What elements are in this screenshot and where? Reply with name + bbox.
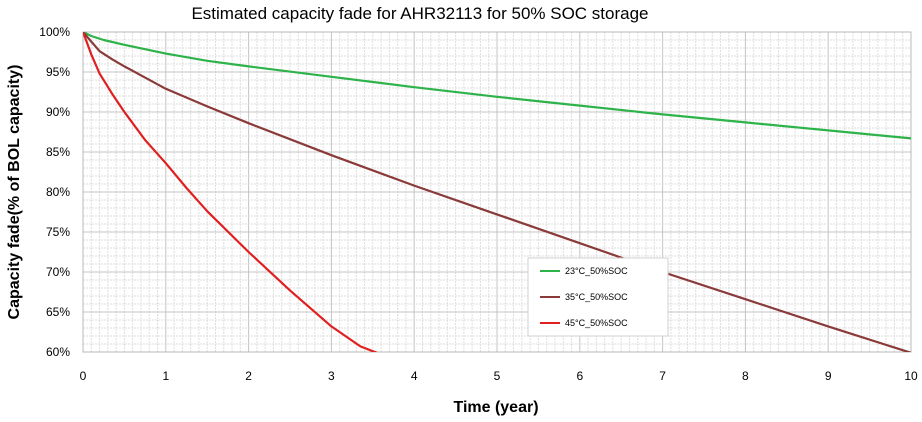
legend-label: 23°C_50%SOC [565,266,628,276]
y-tick-label: 85% [46,145,70,159]
plot-area-frame [82,31,912,353]
x-axis-label: Time (year) [453,399,538,416]
x-tick-label: 9 [825,369,832,383]
y-tick-label: 80% [46,185,70,199]
series-line-3 [83,32,378,352]
legend: 23°C_50%SOC 35°C_50%SOC 45°C_50%SOC [527,257,669,337]
chart-title: Estimated capacity fade for AHR32113 for… [191,4,648,23]
series-line-1 [83,32,911,140]
x-axis-ticks: 0 1 2 3 4 5 6 7 8 9 10 [80,369,918,383]
legend-label: 35°C_50%SOC [565,292,628,302]
series-lines [83,32,911,352]
x-tick-label: 0 [80,369,87,383]
y-axis-label: Capacity fade(% of BOL capacity) [6,65,23,320]
y-tick-label: 70% [46,265,70,279]
x-tick-label: 8 [742,369,749,383]
x-tick-label: 4 [411,369,418,383]
x-tick-label: 1 [162,369,169,383]
y-tick-label: 60% [46,345,70,359]
y-tick-label: 65% [46,305,70,319]
y-tick-label: 95% [46,65,70,79]
y-tick-label: 100% [39,25,70,39]
x-tick-label: 3 [328,369,335,383]
grid [83,32,911,352]
legend-label: 45°C_50%SOC [565,318,628,328]
x-tick-label: 5 [494,369,501,383]
y-axis-ticks: 60% 65% 70% 75% 80% 85% 90% 95% 100% [39,25,70,359]
x-tick-label: 7 [659,369,666,383]
x-tick-label: 10 [904,369,918,383]
y-tick-label: 75% [46,225,70,239]
series-line-2 [83,32,911,352]
x-tick-label: 2 [245,369,252,383]
y-tick-label: 90% [46,105,70,119]
x-tick-label: 6 [576,369,583,383]
